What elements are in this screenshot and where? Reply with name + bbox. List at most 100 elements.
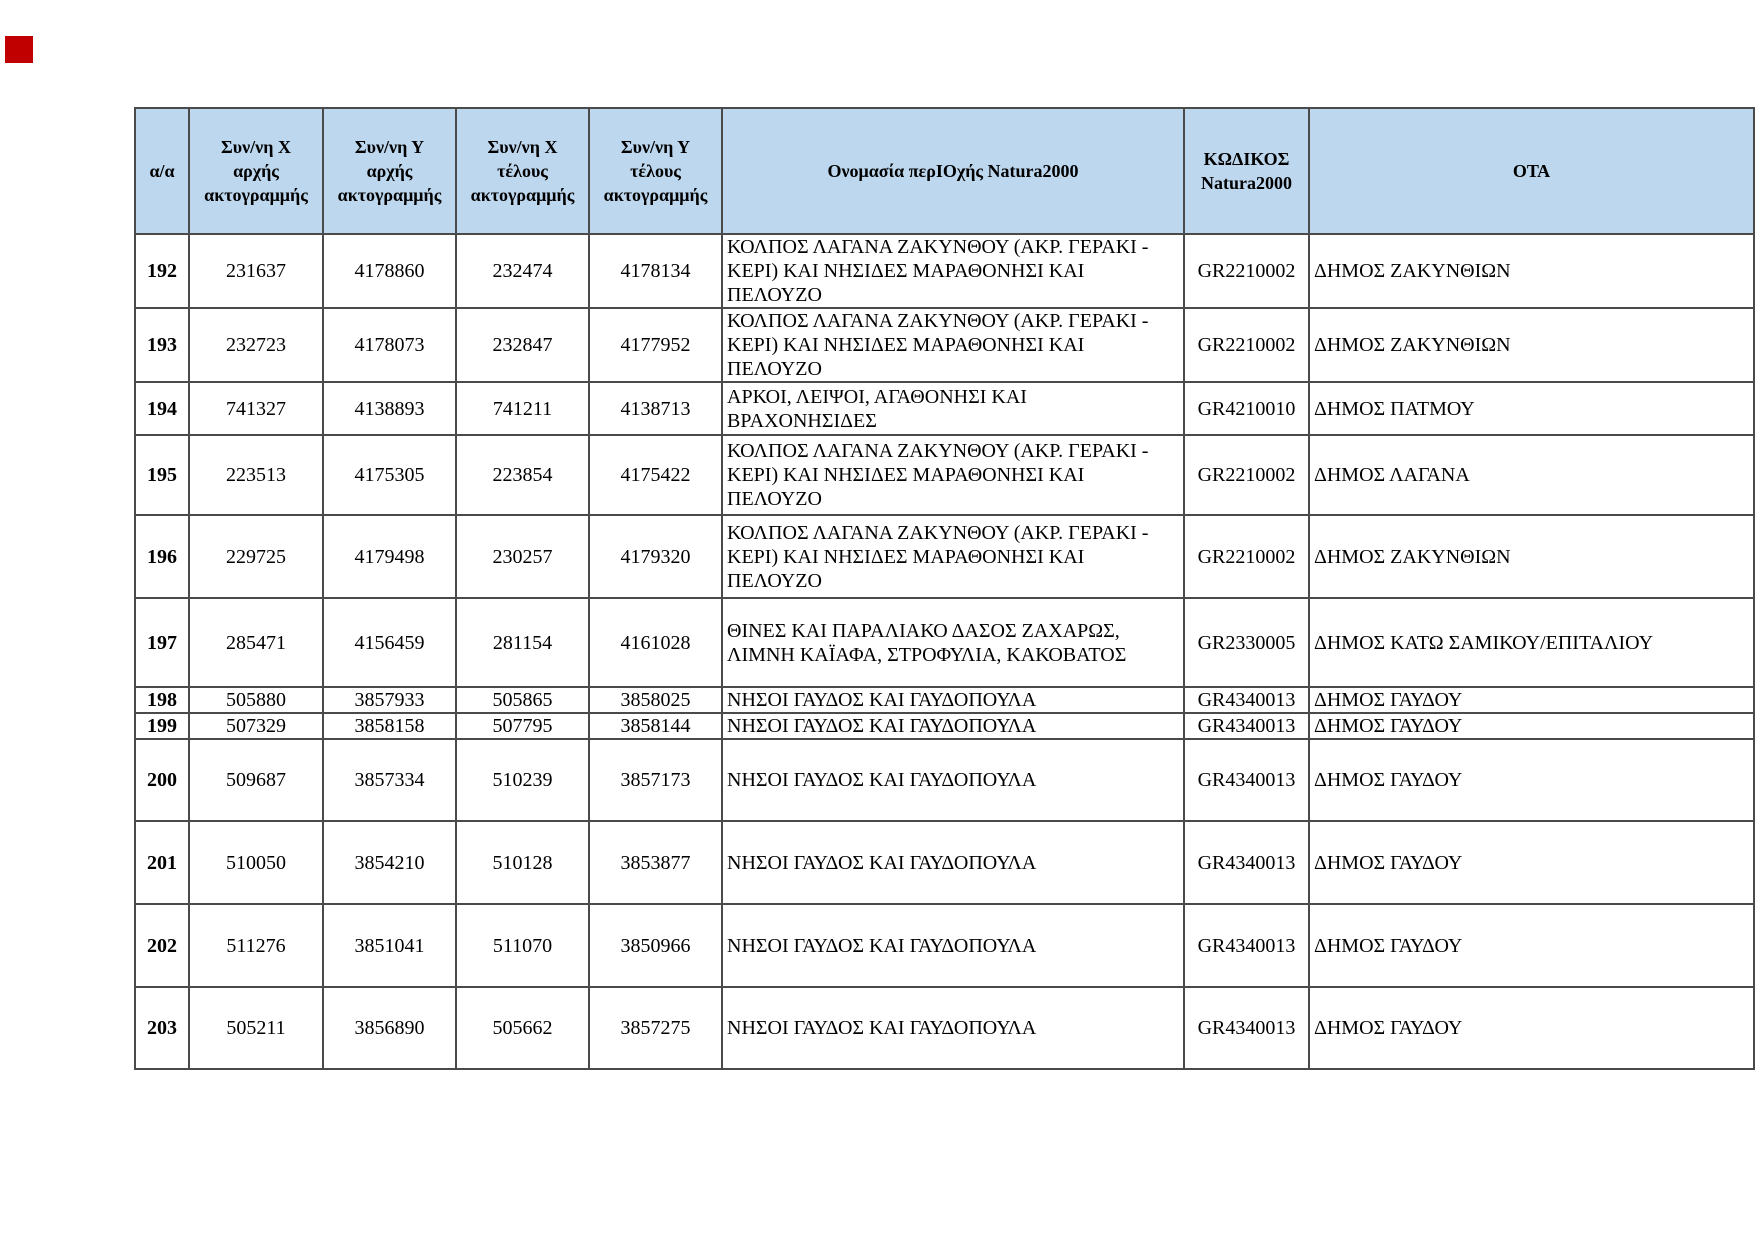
cell-y-end: 4175422 [588,434,723,516]
cell-x-start: 505880 [188,686,324,714]
header-natura-code: ΚΩΔΙΚΟΣ Natura2000 [1183,107,1310,235]
header-y-start: Συν/νη Υ αρχής ακτογραμμής [322,107,457,235]
cell-y-start: 3857933 [322,686,457,714]
table-row: 202 511276 3851041 511070 3850966 ΝΗΣΟΙ … [134,903,1755,988]
cell-x-end: 741211 [455,381,590,436]
cell-x-end: 511070 [455,903,590,988]
cell-x-end: 505662 [455,986,590,1070]
cell-row-number: 193 [134,307,190,383]
cell-y-start: 4178073 [322,307,457,383]
cell-x-start: 507329 [188,712,324,740]
cell-natura-name: ΚΟΛΠΟΣ ΛΑΓΑΝΑ ΖΑΚΥΝΘΟΥ (ΑΚΡ. ΓΕΡΑΚΙ - ΚΕ… [721,434,1185,516]
cell-y-end: 4178134 [588,233,723,309]
cell-x-start: 741327 [188,381,324,436]
cell-x-end: 510239 [455,738,590,822]
cell-natura-code: GR4340013 [1183,986,1310,1070]
cell-natura-code: GR2210002 [1183,514,1310,599]
cell-y-start: 3857334 [322,738,457,822]
cell-ota: ΔΗΜΟΣ ΓΑΥΔΟΥ [1308,820,1755,905]
cell-x-start: 510050 [188,820,324,905]
table-row: 197 285471 4156459 281154 4161028 ΘΙΝΕΣ … [134,597,1755,688]
cell-natura-name: ΚΟΛΠΟΣ ΛΑΓΑΝΑ ΖΑΚΥΝΘΟΥ (ΑΚΡ. ΓΕΡΑΚΙ - ΚΕ… [721,307,1185,383]
cell-natura-name: ΘΙΝΕΣ ΚΑΙ ΠΑΡΑΛΙΑΚΟ ΔΑΣΟΣ ΖΑΧΑΡΩΣ, ΛΙΜΝΗ… [721,597,1185,688]
cell-x-start: 223513 [188,434,324,516]
cell-natura-code: GR4340013 [1183,820,1310,905]
cell-row-number: 195 [134,434,190,516]
cell-ota: ΔΗΜΟΣ ΠΑΤΜΟΥ [1308,381,1755,436]
cell-y-start: 4178860 [322,233,457,309]
cell-x-end: 510128 [455,820,590,905]
cell-y-end: 3857173 [588,738,723,822]
cell-row-number: 203 [134,986,190,1070]
cell-ota: ΔΗΜΟΣ ΖΑΚΥΝΘΙΩΝ [1308,514,1755,599]
cell-x-start: 509687 [188,738,324,822]
header-ota: ΟΤΑ [1308,107,1755,235]
cell-y-end: 3850966 [588,903,723,988]
natura2000-coastline-table: α/α Συν/νη Χ αρχής ακτογραμμής Συν/νη Υ … [134,107,1755,1070]
header-natura-name: Ονομασία περΙΟχής Natura2000 [721,107,1185,235]
cell-row-number: 200 [134,738,190,822]
cell-natura-name: ΑΡΚΟΙ, ΛΕΙΨΟΙ, ΑΓΑΘΟΝΗΣΙ ΚΑΙ ΒΡΑΧΟΝΗΣΙΔΕ… [721,381,1185,436]
cell-ota: ΔΗΜΟΣ ΓΑΥΔΟΥ [1308,686,1755,714]
cell-y-end: 4179320 [588,514,723,599]
cell-y-end: 4161028 [588,597,723,688]
cell-natura-name: ΝΗΣΟΙ ΓΑΥΔΟΣ ΚΑΙ ΓΑΥΔΟΠΟΥΛΑ [721,686,1185,714]
table-header: α/α Συν/νη Χ αρχής ακτογραμμής Συν/νη Υ … [134,107,1755,235]
cell-y-start: 3856890 [322,986,457,1070]
cell-natura-code: GR4340013 [1183,686,1310,714]
red-margin-marker [5,36,33,63]
cell-y-start: 3851041 [322,903,457,988]
table-row: 201 510050 3854210 510128 3853877 ΝΗΣΟΙ … [134,820,1755,905]
cell-natura-name: ΚΟΛΠΟΣ ΛΑΓΑΝΑ ΖΑΚΥΝΘΟΥ (ΑΚΡ. ΓΕΡΑΚΙ - ΚΕ… [721,233,1185,309]
cell-natura-code: GR4340013 [1183,712,1310,740]
cell-row-number: 198 [134,686,190,714]
cell-y-start: 3854210 [322,820,457,905]
cell-x-start: 232723 [188,307,324,383]
cell-x-start: 229725 [188,514,324,599]
cell-natura-name: ΝΗΣΟΙ ΓΑΥΔΟΣ ΚΑΙ ΓΑΥΔΟΠΟΥΛΑ [721,820,1185,905]
cell-y-end: 3853877 [588,820,723,905]
cell-x-start: 231637 [188,233,324,309]
cell-y-start: 4138893 [322,381,457,436]
header-row: α/α Συν/νη Χ αρχής ακτογραμμής Συν/νη Υ … [134,107,1755,235]
cell-ota: ΔΗΜΟΣ ΚΑΤΩ ΣΑΜΙΚΟΥ/ΕΠΙΤΑΛΙΟΥ [1308,597,1755,688]
cell-y-start: 4179498 [322,514,457,599]
cell-y-start: 4156459 [322,597,457,688]
cell-ota: ΔΗΜΟΣ ΖΑΚΥΝΘΙΩΝ [1308,233,1755,309]
cell-x-end: 505865 [455,686,590,714]
cell-x-end: 232474 [455,233,590,309]
cell-y-end: 4138713 [588,381,723,436]
cell-natura-name: ΝΗΣΟΙ ΓΑΥΔΟΣ ΚΑΙ ΓΑΥΔΟΠΟΥΛΑ [721,712,1185,740]
cell-ota: ΔΗΜΟΣ ΓΑΥΔΟΥ [1308,712,1755,740]
cell-ota: ΔΗΜΟΣ ΓΑΥΔΟΥ [1308,738,1755,822]
header-aa: α/α [134,107,190,235]
cell-y-end: 3857275 [588,986,723,1070]
table-row: 193 232723 4178073 232847 4177952 ΚΟΛΠΟΣ… [134,307,1755,383]
table-row: 196 229725 4179498 230257 4179320 ΚΟΛΠΟΣ… [134,514,1755,599]
cell-x-start: 511276 [188,903,324,988]
cell-y-start: 3858158 [322,712,457,740]
cell-x-start: 505211 [188,986,324,1070]
table-row: 194 741327 4138893 741211 4138713 ΑΡΚΟΙ,… [134,381,1755,436]
table-row: 199 507329 3858158 507795 3858144 ΝΗΣΟΙ … [134,712,1755,740]
header-x-end: Συν/νη Χ τέλους ακτογραμμής [455,107,590,235]
header-y-end: Συν/νη Υ τέλους ακτογραμμής [588,107,723,235]
cell-x-start: 285471 [188,597,324,688]
table-row: 198 505880 3857933 505865 3858025 ΝΗΣΟΙ … [134,686,1755,714]
cell-natura-name: ΝΗΣΟΙ ΓΑΥΔΟΣ ΚΑΙ ΓΑΥΔΟΠΟΥΛΑ [721,738,1185,822]
cell-natura-code: GR4340013 [1183,738,1310,822]
table-body: 192 231637 4178860 232474 4178134 ΚΟΛΠΟΣ… [134,233,1755,1070]
cell-y-end: 3858144 [588,712,723,740]
table-row: 203 505211 3856890 505662 3857275 ΝΗΣΟΙ … [134,986,1755,1070]
cell-y-end: 3858025 [588,686,723,714]
cell-natura-code: GR2210002 [1183,307,1310,383]
cell-x-end: 507795 [455,712,590,740]
cell-x-end: 223854 [455,434,590,516]
cell-natura-code: GR2210002 [1183,233,1310,309]
cell-ota: ΔΗΜΟΣ ΖΑΚΥΝΘΙΩΝ [1308,307,1755,383]
table-row: 195 223513 4175305 223854 4175422 ΚΟΛΠΟΣ… [134,434,1755,516]
cell-row-number: 202 [134,903,190,988]
table-row: 192 231637 4178860 232474 4178134 ΚΟΛΠΟΣ… [134,233,1755,309]
cell-natura-code: GR2330005 [1183,597,1310,688]
